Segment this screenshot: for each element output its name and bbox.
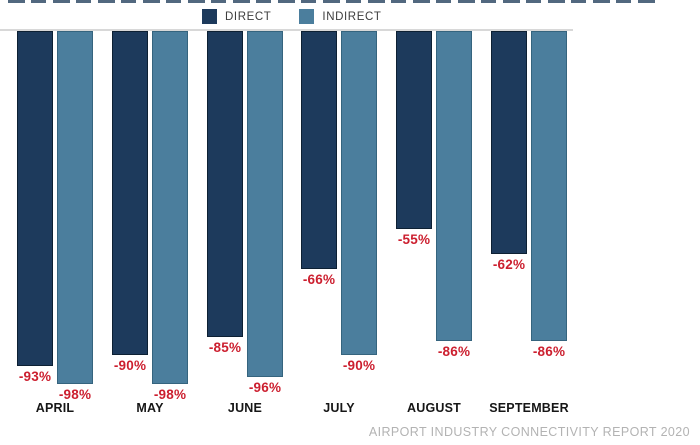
bar-column: -85% xyxy=(207,31,243,355)
bar-group-april: -93% -98% APRIL xyxy=(17,31,93,421)
value-label-direct-april: -93% xyxy=(18,369,52,384)
bar-column: -55% xyxy=(396,31,432,247)
value-label-indirect-may: -98% xyxy=(153,387,187,402)
value-label-indirect-july: -90% xyxy=(342,358,376,373)
bar-column: -66% xyxy=(301,31,337,287)
value-label-indirect-april: -98% xyxy=(58,387,92,402)
category-label-september: SEPTEMBER xyxy=(489,401,569,415)
value-label-direct-september: -62% xyxy=(492,257,526,272)
category-label-june: JUNE xyxy=(227,401,263,415)
bar-group-july: -66% -90% JULY xyxy=(301,31,377,421)
bar-column: -90% xyxy=(341,31,377,373)
value-label-direct-june: -85% xyxy=(208,340,242,355)
bar-direct-april xyxy=(17,31,53,366)
bar-group-may: -90% -98% MAY xyxy=(112,31,188,421)
indirect-swatch-icon xyxy=(299,9,315,24)
bar-indirect-june xyxy=(247,31,283,377)
category-label-may: MAY xyxy=(136,401,164,415)
bar-direct-august xyxy=(396,31,432,229)
bar-column: -90% xyxy=(112,31,148,373)
category-label-april: APRIL xyxy=(35,401,75,415)
bar-column: -86% xyxy=(436,31,472,359)
plot-area: -93% -98% APRIL -90% -98% MAY -85% -96% JUNE -66%… xyxy=(0,29,573,415)
category-label-august: AUGUST xyxy=(407,401,461,415)
bar-direct-may xyxy=(112,31,148,355)
bar-direct-june xyxy=(207,31,243,337)
bar-indirect-july xyxy=(341,31,377,355)
value-label-indirect-august: -86% xyxy=(437,344,471,359)
bar-group-september: -62% -86% SEPTEMBER xyxy=(489,31,569,421)
bar-column: -98% xyxy=(57,31,93,402)
bar-column: -98% xyxy=(152,31,188,402)
bar-group-june: -85% -96% JUNE xyxy=(207,31,283,421)
bar-group-august: -55% -86% AUGUST xyxy=(396,31,472,421)
bar-indirect-april xyxy=(57,31,93,384)
bar-column: -86% xyxy=(531,31,567,359)
bar-column: -62% xyxy=(491,31,527,272)
value-label-direct-may: -90% xyxy=(113,358,147,373)
value-label-direct-july: -66% xyxy=(302,272,336,287)
value-label-indirect-september: -86% xyxy=(532,344,566,359)
legend-label-direct: DIRECT xyxy=(225,10,272,23)
value-label-direct-august: -55% xyxy=(397,232,431,247)
source-caption: AIRPORT INDUSTRY CONNECTIVITY REPORT 202… xyxy=(368,425,690,439)
bar-indirect-september xyxy=(531,31,567,341)
value-label-indirect-june: -96% xyxy=(248,380,282,395)
bar-direct-july xyxy=(301,31,337,269)
cropped-title-artifact xyxy=(8,0,658,3)
bar-indirect-may xyxy=(152,31,188,384)
bar-direct-september xyxy=(491,31,527,254)
direct-swatch-icon xyxy=(202,9,217,24)
bar-indirect-august xyxy=(436,31,472,341)
bar-column: -96% xyxy=(247,31,283,395)
legend-item-indirect: INDIRECT xyxy=(299,9,381,24)
bar-column: -93% xyxy=(17,31,53,384)
legend-label-indirect: INDIRECT xyxy=(322,10,382,23)
legend-item-direct: DIRECT xyxy=(202,9,271,24)
chart-legend: DIRECT INDIRECT xyxy=(202,9,382,24)
category-label-july: JULY xyxy=(323,401,355,415)
